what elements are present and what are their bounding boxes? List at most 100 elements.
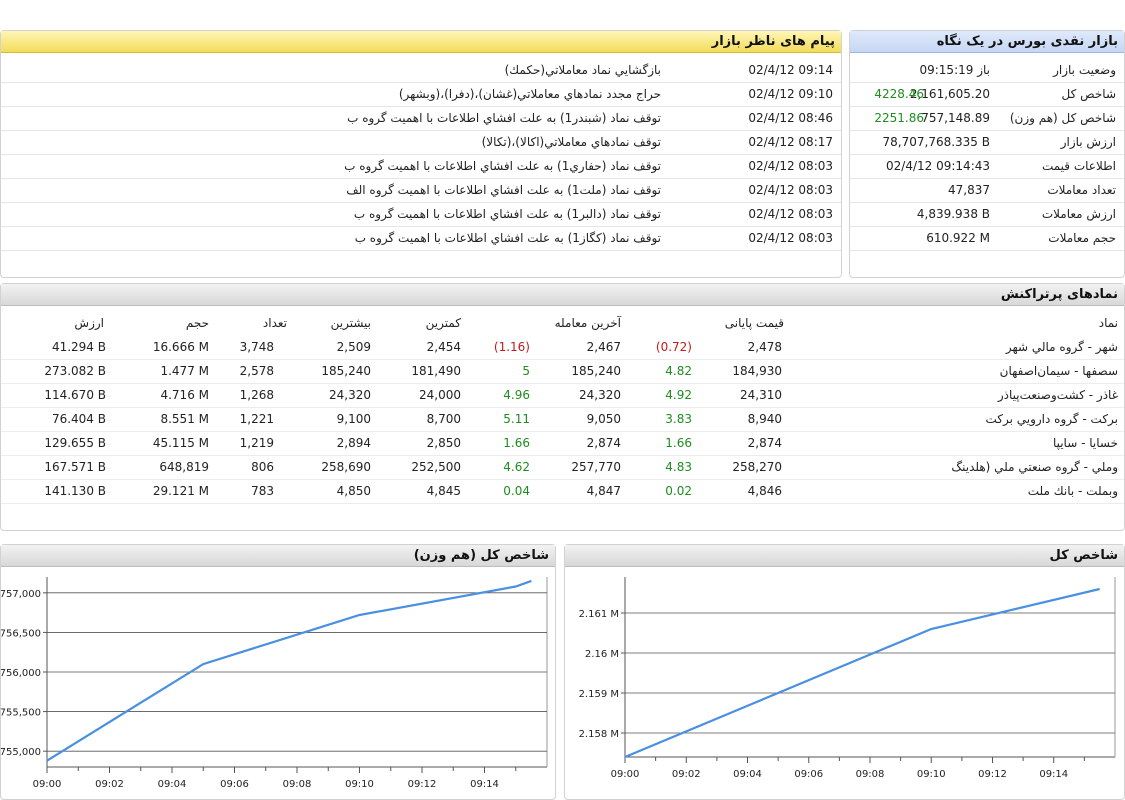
total-index-chart-panel: شاخص کل 2.158 M 2.159 M 2.16 M 2.161 M 09:00…	[564, 544, 1125, 800]
header-value: ارزش	[74, 316, 104, 330]
table-row[interactable]: برکت - گروه دارويي بركت 8,940 3.83 9,050 5.1…	[1, 408, 1124, 432]
low-price: 24,000	[419, 388, 461, 402]
trade-volume: 8.551 M	[160, 412, 209, 426]
message-text: توقف نماد (شبندر1) به علت افشاي اطلاعات …	[347, 111, 661, 125]
header-low: کمترین	[425, 316, 461, 330]
overview-label: ارزش معاملات	[1041, 207, 1116, 221]
total-index-chart: 2.158 M 2.159 M 2.16 M 2.161 M 09:00 09:02 09:…	[579, 577, 1116, 780]
close-change: 4.92	[665, 388, 692, 402]
last-trade-change: 1.66	[503, 436, 530, 450]
message-row: 02/4/12 08:17 توقف نمادهاي معاملاتي(اكالا…	[1, 131, 841, 155]
table-row[interactable]: وبملت - بانك ملت 4,846 0.02 4,847 0.04 4,845 4…	[1, 480, 1124, 504]
header-last-trade: آخرین معامله	[554, 316, 621, 330]
close-price: 258,270	[732, 460, 782, 474]
last-trade-price: 257,770	[571, 460, 621, 474]
y-tick-label: 755,500	[1, 708, 41, 719]
overview-value: 757,148.89	[921, 111, 990, 125]
header-volume: حجم	[185, 316, 209, 330]
index-series-line	[46, 579, 532, 762]
last-trade-change: 5.11	[503, 412, 530, 426]
symbol-name: وبملت - بانك ملت	[1027, 484, 1118, 498]
overview-label: ارزش بازار	[1060, 135, 1116, 149]
trade-value: 167.571 B	[44, 460, 106, 474]
trade-count: 1,221	[239, 412, 274, 426]
trade-volume: 16.666 M	[152, 340, 209, 354]
trade-value: 273.082 B	[44, 364, 106, 378]
trade-volume: 29.121 M	[152, 484, 209, 498]
x-tick-label: 09:10	[345, 779, 374, 790]
close-change: 0.02	[665, 484, 692, 498]
message-row: 02/4/12 09:14 بازگشايي نماد معاملاتي(حكمك…	[1, 59, 841, 83]
x-tick-label: 09:04	[158, 779, 187, 790]
low-price: 4,845	[426, 484, 461, 498]
close-change: 4.82	[665, 364, 692, 378]
trade-value: 141.130 B	[44, 484, 106, 498]
x-tick-label: 09:02	[95, 779, 124, 790]
symbol-name: خسايا - سايپا	[1052, 436, 1118, 450]
x-tick-label: 09:00	[611, 769, 640, 780]
header-count: تعداد	[262, 316, 287, 330]
low-price: 2,850	[426, 436, 461, 450]
overview-value: 2,161,605.20	[909, 87, 990, 101]
low-price: 252,500	[411, 460, 461, 474]
last-trade-price: 4,847	[586, 484, 621, 498]
message-text: توقف نمادهاي معاملاتي(اكالا)،(تكالا)	[481, 135, 661, 149]
table-row[interactable]: غاذر - کشت‌وصنعت‌پیاذر 24,310 4.92 24,320 4.…	[1, 384, 1124, 408]
overview-row: اطلاعات قیمت 02/4/12 09:14:43	[850, 155, 1124, 179]
y-tick-label: 755,000	[1, 747, 41, 758]
overview-row: حجم معاملات 610.922 M	[850, 227, 1124, 251]
high-price: 4,850	[336, 484, 371, 498]
message-row: 02/4/12 08:46 توقف نماد (شبندر1) به علت ا…	[1, 107, 841, 131]
overview-row: تعداد معاملات 47,837	[850, 179, 1124, 203]
x-tick-label: 09:02	[672, 769, 701, 780]
overview-value: 610.922 M	[926, 231, 990, 245]
close-price: 184,930	[732, 364, 782, 378]
last-trade-price: 2,467	[586, 340, 621, 354]
close-change: 3.83	[665, 412, 692, 426]
overview-row: شاخص کل 2,161,605.20 4228.46	[850, 83, 1124, 107]
table-row[interactable]: وملي - گروه صنعتي ملي (هلدينگ 258,270 4.83…	[1, 456, 1124, 480]
message-text: توقف نماد (حفاري1) به علت افشاي اطلاعات …	[344, 159, 661, 173]
market-overview-panel: بازار نقدی بورس در یک نگاه وضعیت بازار با…	[849, 30, 1125, 278]
top-symbols-header-row: نماد قیمت پایانی آخرین معامله کمترین بیش…	[1, 312, 1124, 336]
x-tick-label: 09:12	[978, 769, 1007, 780]
trade-value: 76.404 B	[51, 412, 106, 426]
symbol-name: غاذر - کشت‌وصنعت‌پیاذر	[997, 388, 1118, 402]
y-tick-label: 757,000	[1, 589, 41, 600]
x-tick-label: 09:14	[1039, 769, 1068, 780]
symbol-name: سصفها - سیمان‌اصفهان	[999, 364, 1118, 378]
symbol-name: شهر - گروه مالي شهر	[1005, 340, 1118, 354]
close-price: 2,874	[747, 436, 782, 450]
overview-row: شاخص کل (هم وزن) 757,148.89 2251.86	[850, 107, 1124, 131]
header-close-price: قیمت پایانی	[724, 316, 784, 330]
close-price: 4,846	[747, 484, 782, 498]
overview-value: 78,707,768.335 B	[882, 135, 990, 149]
last-trade-change: 4.62	[503, 460, 530, 474]
y-tick-label: 756,500	[1, 628, 41, 639]
table-row[interactable]: سصفها - سیمان‌اصفهان 184,930 4.82 185,240 5 1…	[1, 360, 1124, 384]
overview-change: 4228.46	[874, 87, 924, 101]
overview-value: 02/4/12 09:14:43	[886, 159, 990, 173]
overview-value: 47,837	[948, 183, 990, 197]
x-tick-label: 09:04	[733, 769, 762, 780]
x-tick-label: 09:00	[33, 779, 62, 790]
message-time: 02/4/12 08:03	[748, 207, 833, 221]
overview-value: باز 09:15:19	[919, 63, 990, 77]
overview-label: وضعیت بازار	[1053, 63, 1116, 77]
message-time: 02/4/12 08:03	[748, 159, 833, 173]
high-price: 24,320	[329, 388, 371, 402]
overview-label: اطلاعات قیمت	[1041, 159, 1116, 173]
trade-volume: 648,819	[159, 460, 209, 474]
message-text: توقف نماد (ملت1) به علت افشاي اطلاعات با…	[346, 183, 661, 197]
last-trade-change: 4.96	[503, 388, 530, 402]
table-row[interactable]: خسايا - سايپا 2,874 1.66 2,874 1.66 2,850 2,89…	[1, 432, 1124, 456]
message-time: 02/4/12 09:10	[748, 87, 833, 101]
message-time: 02/4/12 08:17	[748, 135, 833, 149]
message-text: حراج مجدد نمادهاي معاملاتي(غشان)،(دفرا)،…	[398, 87, 661, 101]
low-price: 8,700	[426, 412, 461, 426]
high-price: 9,100	[336, 412, 371, 426]
last-trade-price: 2,874	[586, 436, 621, 450]
trade-value: 41.294 B	[51, 340, 106, 354]
table-row[interactable]: شهر - گروه مالي شهر 2,478 (0.72) 2,467 (1.16…	[1, 336, 1124, 360]
last-trade-change: (1.16)	[493, 340, 530, 354]
